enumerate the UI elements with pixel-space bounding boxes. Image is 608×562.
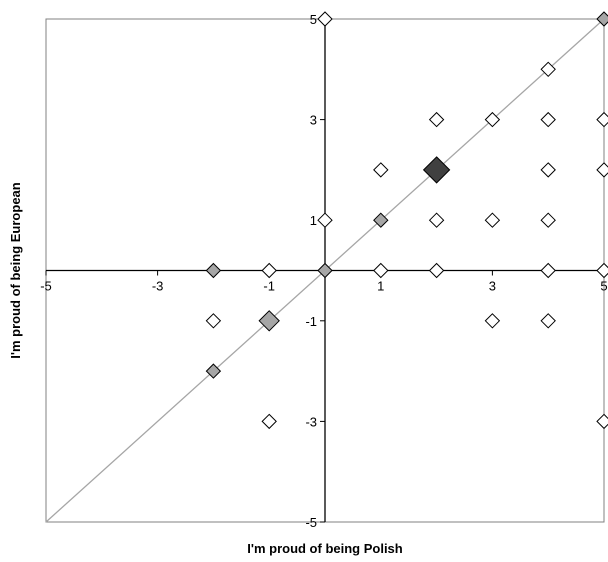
data-point-open <box>540 111 556 128</box>
data-point-open <box>373 262 389 279</box>
data-point-open <box>540 212 556 228</box>
data-point-open <box>596 111 608 128</box>
data-point-open <box>540 313 556 329</box>
data-point-gray <box>205 363 222 379</box>
data-point-dark-large <box>422 156 451 184</box>
data-point-open <box>540 61 556 78</box>
data-point-open <box>428 212 445 228</box>
data-point-gray-large <box>258 310 280 332</box>
data-point-open <box>484 313 501 329</box>
data-point-open <box>317 11 333 27</box>
data-point-open <box>596 262 608 279</box>
data-point-gray <box>373 212 389 228</box>
data-point-gray <box>317 262 333 279</box>
data-point-open <box>261 413 277 430</box>
data-point-open <box>596 162 608 178</box>
data-point-open <box>373 162 389 178</box>
x-axis-title: I'm proud of being Polish <box>247 541 403 556</box>
data-point-open <box>540 262 556 279</box>
x-tick-label: 1 <box>377 279 384 294</box>
x-tick-label: -3 <box>152 279 164 294</box>
data-point-open <box>484 111 501 128</box>
x-tick-label: -5 <box>40 279 52 294</box>
x-tick-label: 5 <box>600 279 607 294</box>
y-tick-label: -1 <box>305 314 317 329</box>
y-tick-label: -5 <box>305 515 317 530</box>
data-point-open <box>540 162 556 178</box>
data-point-open <box>484 212 501 228</box>
y-axis-title: I'm proud of being European <box>8 182 23 358</box>
data-points <box>205 11 608 430</box>
data-point-open <box>428 262 445 279</box>
data-point-gray <box>596 11 608 27</box>
y-tick-label: -3 <box>305 414 317 429</box>
data-point-open <box>205 313 222 329</box>
data-point-open <box>317 212 333 228</box>
y-axis-ticks: -5 -3 -1 1 3 5 <box>305 12 325 530</box>
x-tick-label: -1 <box>263 279 275 294</box>
data-point-open <box>596 413 608 430</box>
data-point-open <box>261 262 277 279</box>
y-tick-label: 3 <box>310 113 317 128</box>
data-point-open <box>428 111 445 128</box>
x-tick-label: 3 <box>489 279 496 294</box>
y-tick-label: 1 <box>310 213 317 228</box>
y-tick-label: 5 <box>310 12 317 27</box>
data-point-gray <box>205 262 222 279</box>
